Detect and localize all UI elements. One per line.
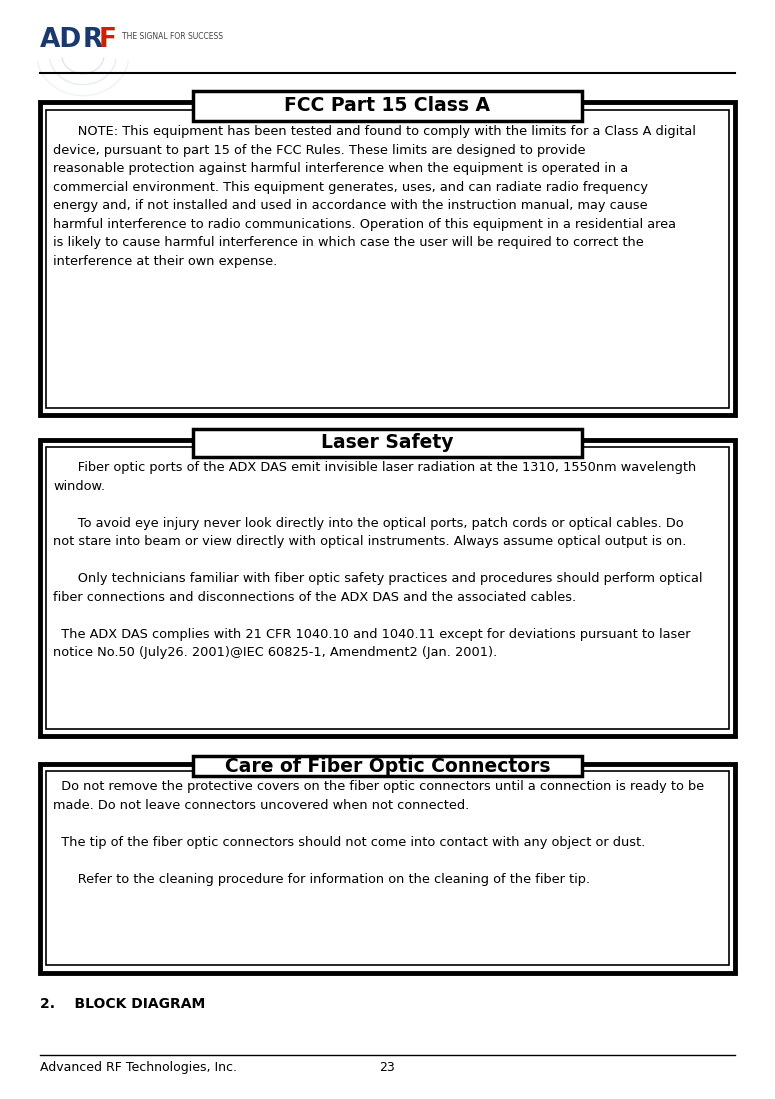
Bar: [193, 91, 582, 121]
Text: AD: AD: [40, 27, 83, 54]
Text: 2.    BLOCK DIAGRAM: 2. BLOCK DIAGRAM: [40, 997, 205, 1011]
Text: Laser Safety: Laser Safety: [322, 433, 453, 453]
Bar: [191, 426, 584, 441]
Text: THE SIGNAL FOR SUCCESS: THE SIGNAL FOR SUCCESS: [122, 32, 222, 41]
Text: Do not remove the protective covers on the fiber optic connectors until a connec: Do not remove the protective covers on t…: [53, 780, 704, 886]
Bar: [193, 429, 582, 457]
Bar: [191, 755, 584, 765]
Bar: [191, 89, 584, 103]
Text: Fiber optic ports of the ADX DAS emit invisible laser radiation at the 1310, 155: Fiber optic ports of the ADX DAS emit in…: [53, 462, 703, 659]
Bar: [46, 447, 729, 729]
Text: F: F: [98, 27, 116, 54]
Bar: [193, 756, 582, 776]
Text: Advanced RF Technologies, Inc.: Advanced RF Technologies, Inc.: [40, 1061, 237, 1074]
Text: FCC Part 15 Class A: FCC Part 15 Class A: [284, 97, 491, 115]
Bar: [40, 102, 735, 415]
Bar: [46, 771, 729, 965]
Text: R: R: [83, 27, 103, 54]
Bar: [40, 440, 735, 736]
Bar: [46, 110, 729, 408]
Text: 23: 23: [380, 1061, 395, 1074]
Text: NOTE: This equipment has been tested and found to comply with the limits for a C: NOTE: This equipment has been tested and…: [53, 125, 697, 267]
Bar: [40, 764, 735, 973]
Text: Care of Fiber Optic Connectors: Care of Fiber Optic Connectors: [225, 757, 550, 776]
